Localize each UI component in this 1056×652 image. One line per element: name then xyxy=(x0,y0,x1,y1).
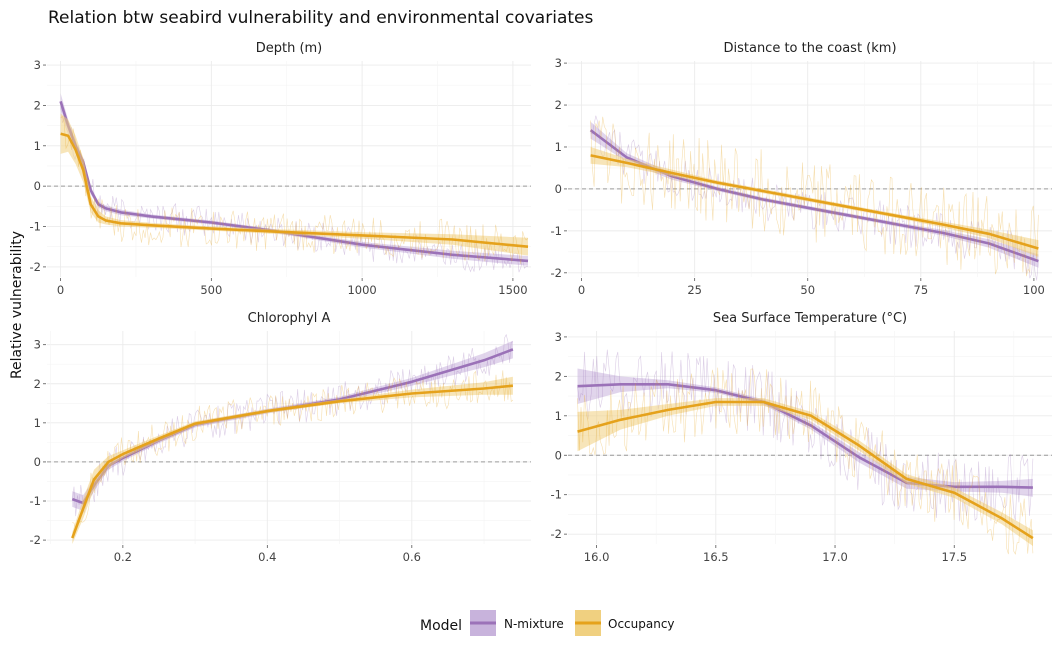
confidence-band xyxy=(60,113,528,256)
x-tick-label: 0 xyxy=(578,283,585,297)
series-occupancy xyxy=(60,113,529,265)
y-tick-label: -1 xyxy=(30,220,41,234)
raw-trace xyxy=(72,333,513,517)
fitted-line xyxy=(577,383,1033,489)
legend-title: Model xyxy=(420,618,462,634)
legend: Model N-mixture Occupancy xyxy=(420,610,675,636)
fitted-line xyxy=(60,132,529,248)
y-tick-label: 2 xyxy=(34,377,41,391)
x-tick-label: 1000 xyxy=(347,283,376,297)
series-occupancy xyxy=(71,370,514,544)
confidence-band xyxy=(590,121,1039,268)
y-tick-label: 1 xyxy=(555,409,562,423)
y-tick-label: 2 xyxy=(555,369,562,383)
x-tick-label: 16.0 xyxy=(584,550,610,564)
y-tick-label: -2 xyxy=(30,533,41,547)
y-tick-label: -1 xyxy=(551,224,562,238)
panel-chlorophyl-a: Chlorophyl A -2 -1 0 1 2 3 0.2 0.4 0.6 xyxy=(30,311,531,564)
y-tick-label: 2 xyxy=(34,98,41,112)
panel-distance-to-the-coast-km: Distance to the coast (km) -2 -1 0 1 2 3 0 25 50 7… xyxy=(551,41,1052,297)
series-occupancy xyxy=(577,367,1034,555)
raw-trace xyxy=(590,116,1039,277)
y-tick-label: 3 xyxy=(555,56,562,70)
series-occupancy xyxy=(590,116,1039,277)
gridlines xyxy=(568,61,1052,277)
y-tick-label: 1 xyxy=(34,139,41,153)
series-n-mixture xyxy=(71,333,514,517)
gridlines xyxy=(568,331,1052,544)
x-tick-label: 100 xyxy=(1023,283,1045,297)
y-tick-label: 1 xyxy=(34,416,41,430)
x-tick-label: 17.0 xyxy=(822,550,848,564)
x-tick-label: 75 xyxy=(914,283,929,297)
x-tick-label: 500 xyxy=(200,283,222,297)
x-tick-label: 0.4 xyxy=(258,550,276,564)
y-tick-label: 3 xyxy=(34,58,41,72)
confidence-band xyxy=(72,340,513,511)
series-n-mixture xyxy=(577,349,1034,522)
fitted-line xyxy=(590,154,1039,250)
y-tick-label: 0 xyxy=(555,448,562,462)
y-tick-label: 0 xyxy=(555,182,562,196)
x-tick-label: 50 xyxy=(800,283,815,297)
fitted-line xyxy=(71,348,514,505)
y-tick-label: -2 xyxy=(30,260,41,274)
y-tick-label: 1 xyxy=(555,140,562,154)
x-tick-label: 16.5 xyxy=(703,550,729,564)
x-tick-label: 25 xyxy=(687,283,702,297)
panel-title: Chlorophyl A xyxy=(248,311,331,326)
confidence-band xyxy=(577,398,1033,546)
figure-title: Relation btw seabird vulnerability and e… xyxy=(48,8,593,28)
fitted-line xyxy=(71,384,514,539)
raw-trace xyxy=(577,367,1034,555)
raw-trace xyxy=(60,115,529,265)
x-tick-label: 0.6 xyxy=(403,550,421,564)
y-tick-label: 3 xyxy=(34,338,41,352)
panel-title: Distance to the coast (km) xyxy=(723,41,896,56)
y-axis-label: Relative vulnerability xyxy=(9,231,25,379)
x-tick-label: 0 xyxy=(57,283,64,297)
panel-title: Depth (m) xyxy=(256,41,323,56)
y-tick-label: 0 xyxy=(34,455,41,469)
raw-trace xyxy=(590,115,1039,281)
x-tick-label: 0.2 xyxy=(114,550,132,564)
y-tick-label: -1 xyxy=(30,494,41,508)
x-tick-label: 1500 xyxy=(498,283,527,297)
confidence-band xyxy=(577,368,1033,497)
series-n-mixture xyxy=(589,115,1039,281)
fitted-line xyxy=(577,400,1034,540)
legend-label-nmixture: N-mixture xyxy=(504,617,564,631)
y-tick-label: -1 xyxy=(551,488,562,502)
legend-item-nmixture: N-mixture xyxy=(470,610,564,636)
y-tick-label: -2 xyxy=(551,266,562,280)
confidence-band xyxy=(72,376,513,544)
panel-depth-m: Depth (m) -2 -1 0 1 2 3 0 500 1000 1500 xyxy=(30,41,531,297)
y-tick-label: 3 xyxy=(555,330,562,344)
y-tick-label: 2 xyxy=(555,98,562,112)
raw-trace xyxy=(60,104,528,273)
x-tick-label: 17.5 xyxy=(941,550,967,564)
panel-title: Sea Surface Temperature (°C) xyxy=(713,311,907,326)
legend-label-occupancy: Occupancy xyxy=(608,617,675,631)
legend-item-occupancy: Occupancy xyxy=(575,610,675,636)
y-tick-label: 0 xyxy=(34,179,41,193)
y-tick-label: -2 xyxy=(551,527,562,541)
panel-sea-surface-temperature-c: Sea Surface Temperature (°C) -2 -1 0 1 2 3 16.0… xyxy=(551,311,1052,564)
